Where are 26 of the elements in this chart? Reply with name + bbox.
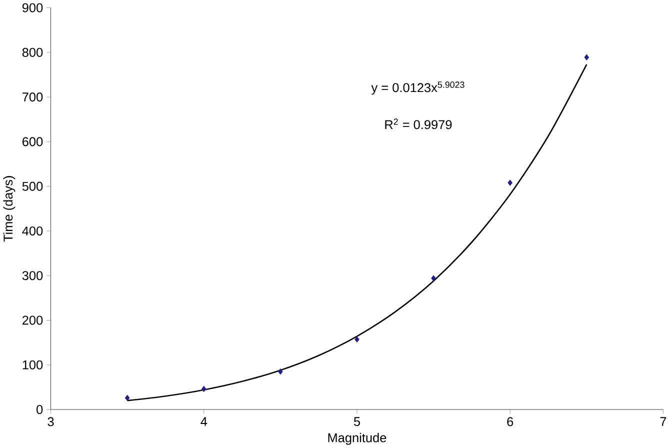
- x-tick-label: 5: [354, 417, 360, 426]
- y-tick-label: 700: [22, 92, 43, 102]
- point: [584, 54, 590, 60]
- annotation: R$^{2}$ = 0.9979: [385, 118, 452, 130]
- y-tick-label: 0: [36, 404, 43, 414]
- y-tick-label: 300: [22, 271, 43, 280]
- x-tick-label: 4: [200, 417, 208, 426]
- y-tick-label: 900: [22, 3, 43, 12]
- y-tick-label: 100: [22, 360, 43, 370]
- point: [278, 368, 283, 375]
- x-tick-label: 3: [48, 417, 54, 426]
- point: [354, 336, 360, 343]
- point: [201, 386, 206, 392]
- annotation: y = 0.0123x$^{5.9023}$: [371, 82, 464, 95]
- y-tick-label: 600: [22, 137, 43, 146]
- y-tick-label: 200: [22, 316, 43, 325]
- point: [508, 180, 512, 186]
- y-axis-title: Time (days): [3, 176, 16, 242]
- x-axis-title: Magnitude: [328, 432, 386, 445]
- y-tick-label: 500: [22, 182, 43, 191]
- x-tick-label: 7: [660, 417, 666, 426]
- y-tick-label: 800: [22, 48, 43, 57]
- x-tick-label: 6: [507, 417, 514, 426]
- y-tick-label: 400: [22, 226, 43, 236]
- point: [124, 394, 130, 402]
- point: [431, 275, 436, 282]
